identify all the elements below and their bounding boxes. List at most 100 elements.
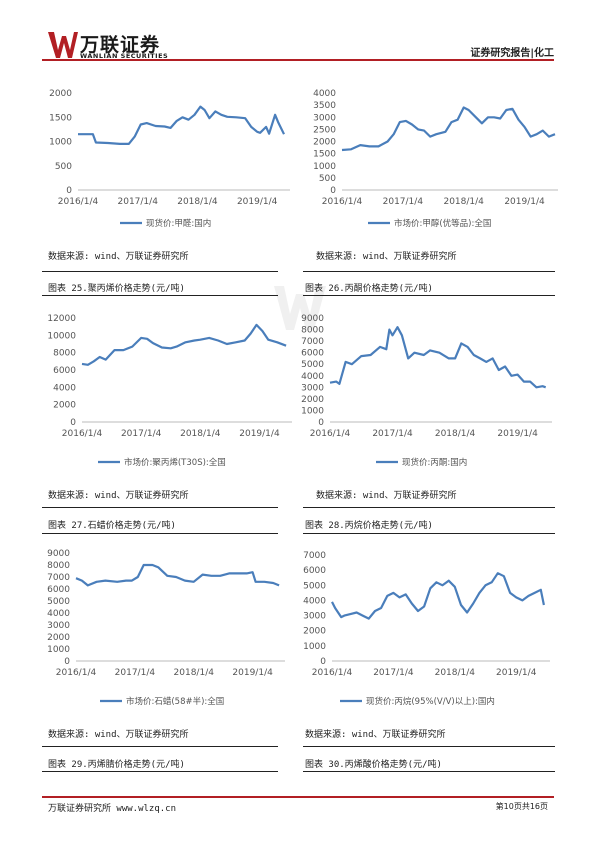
chart-panel-polypropylene: 0 2000 4000 6000 8000 10000 12000 2016/1/4 2017/…: [40, 310, 292, 475]
section-rule: [42, 533, 278, 534]
series-line: [341, 106, 556, 152]
y-tick-label: 6000: [303, 566, 326, 576]
x-tick-label: 2016/1/4: [62, 429, 103, 439]
chart-methanol-price: 0 500 1000 1500 2000 2500 3000 3500 4000 2016/1/4…: [313, 89, 558, 229]
x-tick-label: 2016/1/4: [58, 197, 99, 207]
x-tick-label: 2018/1/4: [435, 429, 476, 439]
figure-caption: 图表 29.丙烯腈价格走势(元/吨): [48, 760, 185, 770]
y-tick-label: 3000: [303, 612, 326, 622]
x-tick-label: 2019/1/4: [496, 668, 537, 678]
section-rule: [42, 271, 278, 272]
logo-chinese-name: 万联证券: [80, 34, 161, 56]
y-tick-label: 3000: [47, 621, 70, 631]
section-rule: [303, 507, 555, 508]
y-tick-label: 4000: [47, 609, 70, 619]
data-source-3: 数据来源: wind、万联证券研究所: [48, 491, 189, 501]
y-tick-label: 4000: [301, 372, 324, 382]
logo-english-name: WANLIAN SECURITIES: [80, 52, 169, 60]
report-category: 证券研究报告|化工: [470, 48, 554, 59]
y-tick-label: 6000: [53, 366, 76, 376]
section-rule: [303, 533, 555, 534]
x-tick-label: 2016/1/4: [310, 429, 351, 439]
x-tick-label: 2017/1/4: [121, 429, 162, 439]
y-tick-label: 4000: [53, 383, 76, 393]
y-tick-label: 1500: [313, 150, 336, 160]
y-tick-label: 2000: [49, 89, 72, 99]
y-tick-label: 2000: [303, 627, 326, 637]
series-line: [75, 563, 280, 587]
y-tick-label: 2500: [313, 125, 336, 135]
chart-panel-paraffin: 0 1000 2000 3000 4000 5000 6000 7000 8000 9000 201…: [40, 545, 290, 715]
chart-panel-propane: 0 1000 2000 3000 4000 5000 6000 7000 2016/1/4 201…: [300, 545, 555, 715]
x-tick-label: 2019/1/4: [237, 197, 278, 207]
y-tick-label: 0: [330, 186, 336, 196]
y-tick-label: 9000: [47, 549, 70, 559]
figure-caption: 图表 28.丙烷价格走势(元/吨): [305, 521, 433, 531]
y-tick-label: 2000: [47, 633, 70, 643]
page-number: 第10页共16页: [495, 802, 548, 811]
legend-label: 现货价:丙酮:国内: [402, 457, 467, 468]
chart-panel-methanol: 0 500 1000 1500 2000 2500 3000 3500 4000 2016/1/4…: [300, 85, 558, 235]
x-tick-label: 2019/1/4: [232, 668, 273, 678]
y-tick-label: 4000: [303, 596, 326, 606]
y-tick-label: 0: [320, 657, 326, 667]
y-tick-label: 5000: [303, 581, 326, 591]
figure-caption: 图表 25.聚丙烯价格走势(元/吨): [48, 284, 185, 294]
x-tick-label: 2018/1/4: [443, 197, 484, 207]
y-tick-label: 10000: [47, 331, 76, 341]
y-tick-label: 2000: [53, 401, 76, 411]
y-tick-label: 5000: [301, 360, 324, 370]
data-source-5: 数据来源: wind、万联证券研究所: [48, 730, 189, 740]
chart-polypropylene-price: 0 2000 4000 6000 8000 10000 12000 2016/1/4 2017/…: [47, 314, 292, 468]
series-line: [78, 105, 285, 146]
x-tick-label: 2016/1/4: [312, 668, 353, 678]
brand-logo: 万联证券 WANLIAN SECURITIES: [48, 30, 178, 62]
y-tick-label: 4000: [313, 89, 336, 99]
y-tick-label: 0: [318, 418, 324, 428]
y-tick-label: 0: [66, 186, 72, 196]
y-tick-label: 1000: [301, 406, 324, 416]
y-tick-label: 6000: [47, 585, 70, 595]
y-tick-label: 9000: [301, 314, 324, 324]
section-rule: [42, 295, 278, 296]
x-tick-label: 2017/1/4: [372, 429, 413, 439]
y-tick-label: 8000: [47, 561, 70, 571]
y-tick-label: 3500: [313, 101, 336, 111]
y-tick-label: 7000: [47, 573, 70, 583]
section-rule: [303, 746, 555, 747]
y-tick-label: 8000: [301, 326, 324, 336]
y-tick-label: 1500: [49, 113, 72, 123]
section-rule: [42, 746, 278, 747]
x-tick-label: 2018/1/4: [180, 429, 221, 439]
legend-label: 市场价:石蜡(58#半):全国: [126, 696, 224, 707]
section-rule: [42, 771, 278, 772]
x-tick-label: 2017/1/4: [118, 197, 159, 207]
data-source-1: 数据来源: wind、万联证券研究所: [48, 252, 189, 262]
x-tick-label: 2018/1/4: [174, 668, 215, 678]
x-tick-label: 2017/1/4: [383, 197, 424, 207]
data-source-6: 数据来源: wind、万联证券研究所: [305, 730, 446, 740]
logo-w-icon: [48, 32, 78, 58]
section-rule: [42, 507, 278, 508]
y-tick-label: 7000: [301, 337, 324, 347]
legend-label: 市场价:聚丙烯(T30S):全国: [124, 457, 226, 468]
chart-panel-acetone: 0 1000 2000 3000 4000 5000 6000 7000 8000 9000 201…: [300, 310, 555, 475]
x-tick-label: 2018/1/4: [177, 197, 218, 207]
x-tick-label: 2017/1/4: [115, 668, 156, 678]
chart-panel-formaldehyde: 0 500 1000 1500 2000 2016/1/4 2017/1/4 2018/1/4…: [40, 85, 290, 235]
y-tick-label: 7000: [303, 551, 326, 561]
figure-caption: 图表 27.石蜡价格走势(元/吨): [48, 521, 176, 531]
legend-label: 现货价:丙烷(95%(V/V)以上):国内: [366, 696, 495, 707]
watermark-logo-icon: [274, 286, 326, 330]
y-tick-label: 1000: [303, 642, 326, 652]
y-tick-label: 1000: [47, 645, 70, 655]
section-rule: [303, 271, 555, 272]
y-tick-label: 12000: [47, 314, 76, 324]
data-source-2: 数据来源: wind、万联证券研究所: [316, 252, 457, 262]
figure-caption: 图表 30.丙烯酸价格走势(元/吨): [305, 760, 442, 770]
section-rule: [303, 295, 555, 296]
section-rule: [303, 771, 555, 772]
y-tick-label: 500: [55, 162, 72, 172]
legend-label: 市场价:甲醇(优等品):全国: [394, 218, 491, 229]
